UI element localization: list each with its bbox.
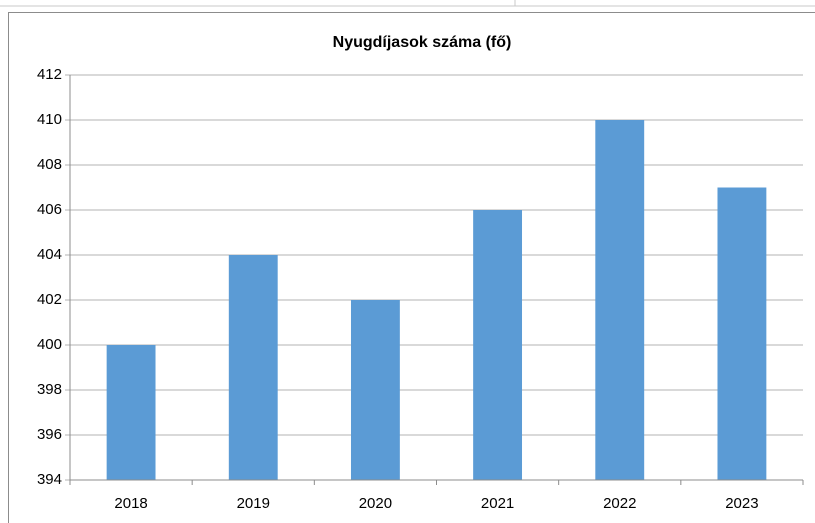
bar [350,300,400,480]
bar [717,187,767,480]
x-tick-label: 2023 [725,495,758,512]
y-tick-label: 394 [37,471,62,488]
x-tick-label: 2020 [359,495,392,512]
y-tick-label: 406 [37,201,62,218]
bar [228,255,278,480]
y-tick-label: 412 [37,66,62,83]
x-tick-label: 2021 [481,495,514,512]
y-tick-label: 396 [37,426,62,443]
y-tick-label: 398 [37,381,62,398]
bar [595,120,645,480]
y-tick-label: 400 [37,336,62,353]
y-tick-label: 408 [37,156,62,173]
y-tick-label: 410 [37,111,62,128]
y-tick-label: 402 [37,291,62,308]
bar [473,210,523,480]
chart-title: Nyugdíjasok száma (fő) [333,34,512,51]
x-tick-label: 2019 [237,495,270,512]
chart-border [8,12,815,523]
y-tick-label: 404 [37,246,62,263]
x-tick-label: 2018 [114,495,147,512]
bar [106,345,156,480]
x-tick-label: 2022 [603,495,636,512]
